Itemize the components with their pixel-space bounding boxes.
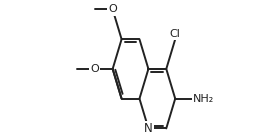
Text: N: N xyxy=(144,122,153,135)
Text: NH₂: NH₂ xyxy=(193,94,214,104)
Text: O: O xyxy=(90,64,99,74)
Text: O: O xyxy=(108,5,117,14)
Text: Cl: Cl xyxy=(170,29,181,39)
